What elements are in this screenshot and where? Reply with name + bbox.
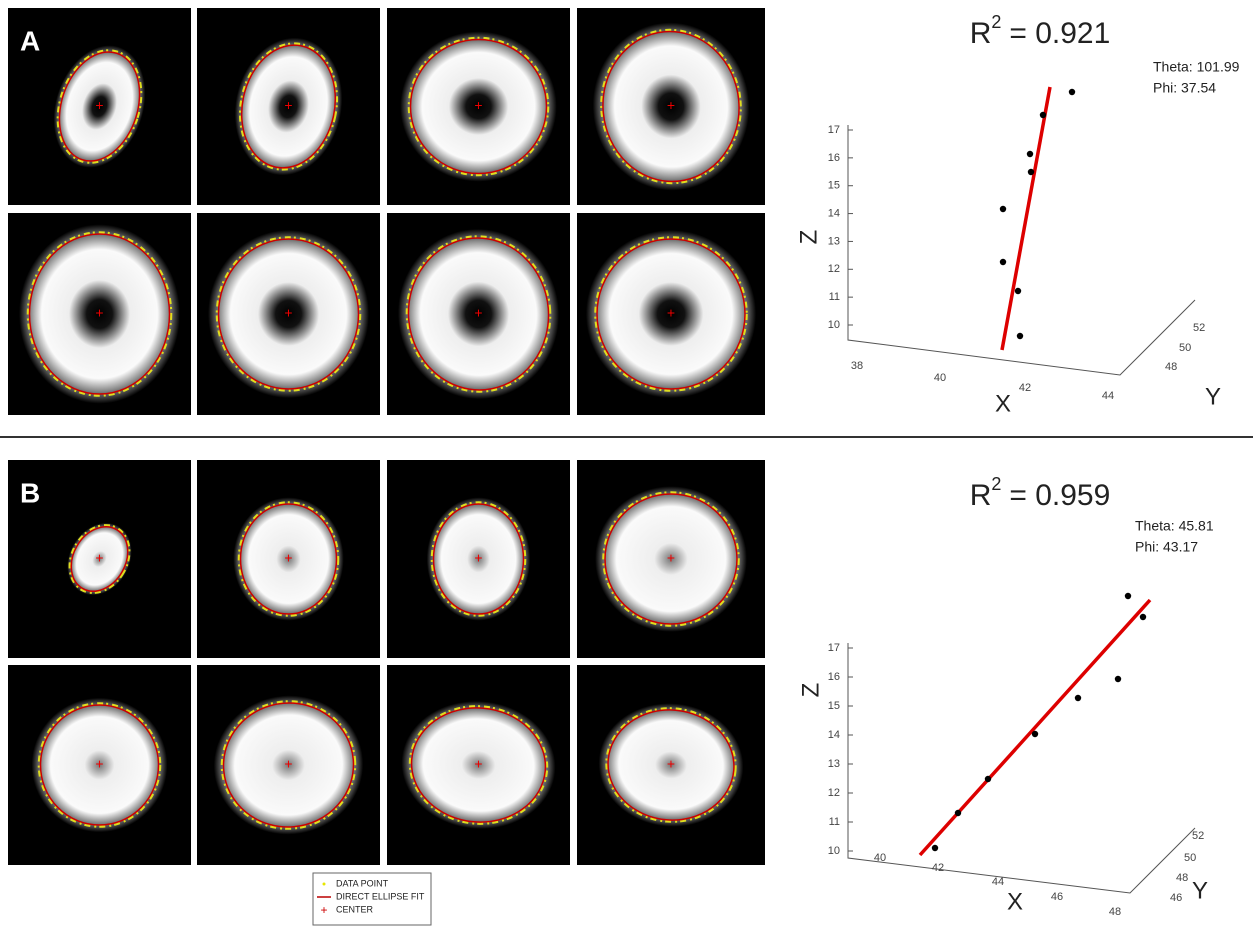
legend: + DATA POINT DIRECT ELLIPSE FIT CENTER	[313, 873, 431, 925]
x-tick-label: 38	[851, 360, 863, 372]
plot-title: R2 = 0.959	[970, 474, 1111, 512]
data-dot	[1032, 731, 1038, 737]
z-axis-label: Z	[797, 683, 824, 698]
center-marker: +	[667, 97, 675, 113]
y-tick-label: 50	[1179, 342, 1191, 354]
y-axis-label: Y	[1192, 877, 1208, 904]
z-tick-label: 17	[828, 124, 840, 136]
figure: ++++++++A++++++++BR2= 0.921Theta: 101.99…	[0, 0, 1253, 926]
data-dot	[1040, 112, 1046, 118]
data-dot	[932, 845, 938, 851]
legend-label: DATA POINT	[336, 878, 389, 888]
data-dot	[1017, 333, 1023, 339]
phi-label: Phi: 43.17	[1135, 539, 1198, 555]
svg-text:+: +	[320, 903, 327, 917]
center-marker: +	[95, 97, 103, 113]
data-dot	[985, 776, 991, 782]
legend-label: DIRECT ELLIPSE FIT	[336, 891, 425, 901]
y-tick-label: 52	[1193, 322, 1205, 334]
y-tick-label: 52	[1192, 830, 1204, 842]
center-marker: +	[284, 756, 292, 772]
x-tick-label: 44	[992, 876, 1004, 888]
center-marker: +	[284, 550, 292, 566]
panel-label: B	[20, 477, 40, 508]
center-marker: +	[95, 756, 103, 772]
z-tick-label: 10	[828, 845, 840, 857]
y-tick-label: 50	[1184, 852, 1196, 864]
theta-label: Theta: 45.81	[1135, 518, 1214, 534]
data-dot	[1125, 593, 1131, 599]
center-marker: +	[95, 550, 103, 566]
data-dot	[1075, 695, 1081, 701]
x-axis-label: X	[1007, 888, 1023, 915]
z-tick-label: 15	[828, 180, 840, 192]
x-tick-label: 40	[874, 852, 886, 864]
center-marker: +	[667, 550, 675, 566]
x-axis-label: X	[995, 390, 1011, 417]
y-tick-label: 48	[1176, 872, 1188, 884]
center-marker: +	[667, 305, 675, 321]
z-tick-label: 15	[828, 700, 840, 712]
z-axis-label: Z	[795, 230, 822, 245]
title-base: R	[970, 479, 992, 512]
title-rest: = 0.921	[1009, 17, 1110, 50]
title-exponent: 2	[991, 12, 1001, 32]
x-tick-label: 44	[1102, 390, 1114, 402]
center-marker: +	[474, 305, 482, 321]
title-rest: = 0.959	[1009, 479, 1110, 512]
center-marker: +	[284, 97, 292, 113]
x-tick-label: 46	[1051, 891, 1063, 903]
z-tick-label: 10	[828, 319, 840, 331]
x-tick-label: 42	[1019, 382, 1031, 394]
data-dot	[1028, 169, 1034, 175]
fit-line	[920, 600, 1150, 855]
center-marker: +	[474, 756, 482, 772]
title-exponent: 2	[991, 474, 1001, 494]
y-tick-label: 46	[1170, 892, 1182, 904]
x-tick-label: 48	[1109, 906, 1121, 918]
data-dot	[1069, 89, 1075, 95]
data-dot	[1140, 614, 1146, 620]
center-marker: +	[284, 305, 292, 321]
data-dot	[1115, 676, 1121, 682]
x-tick-label: 42	[932, 862, 944, 874]
title-base: R	[970, 17, 992, 50]
data-dot	[955, 810, 961, 816]
data-dot	[1000, 206, 1006, 212]
fit-line	[1002, 87, 1050, 350]
axis-box	[848, 643, 1195, 893]
center-marker: +	[95, 305, 103, 321]
center-marker: +	[474, 550, 482, 566]
data-dot	[1027, 151, 1033, 157]
y-tick-label: 48	[1165, 361, 1177, 373]
z-tick-label: 16	[828, 152, 840, 164]
theta-label: Theta: 101.99	[1153, 59, 1240, 75]
data-dot	[1000, 259, 1006, 265]
center-marker: +	[667, 756, 675, 772]
z-tick-label: 17	[828, 642, 840, 654]
z-tick-label: 14	[828, 207, 840, 219]
panel-label: A	[20, 25, 40, 56]
x-tick-label: 40	[934, 372, 946, 384]
z-tick-label: 14	[828, 729, 840, 741]
z-tick-label: 11	[829, 816, 840, 828]
phi-label: Phi: 37.54	[1153, 80, 1216, 96]
plot-title: R2 = 0.921	[970, 12, 1111, 50]
y-axis-label: Y	[1205, 383, 1221, 410]
center-marker: +	[474, 97, 482, 113]
z-tick-label: 13	[828, 235, 840, 247]
z-tick-label: 12	[828, 263, 840, 275]
z-tick-label: 13	[828, 758, 840, 770]
data-dot	[1015, 288, 1021, 294]
z-tick-label: 11	[829, 291, 840, 303]
z-tick-label: 12	[828, 787, 840, 799]
legend-label: CENTER	[336, 904, 374, 914]
z-tick-label: 16	[828, 671, 840, 683]
